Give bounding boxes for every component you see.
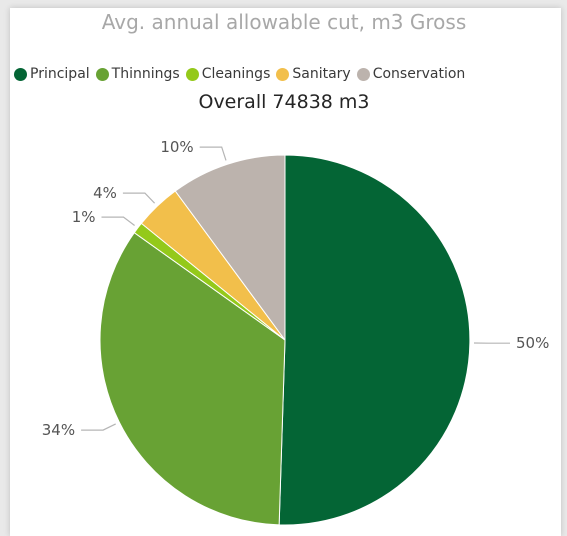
legend-item-conservation[interactable]: Conservation [356, 66, 466, 82]
legend-dot-conservation [356, 67, 370, 81]
legend-label-thinnings: Thinnings [111, 66, 180, 82]
data-label-cleanings: 1% [72, 208, 96, 226]
legend-dot-principal [14, 67, 27, 81]
leader-line-cleanings [101, 216, 135, 226]
legend-item-thinnings[interactable]: Thinnings [95, 66, 180, 82]
legend-label-sanitary: Sanitary [292, 66, 351, 82]
pie-leader-lines [81, 146, 510, 431]
pie-slice-conservation[interactable] [174, 154, 286, 342]
pie-slice-thinnings[interactable] [99, 231, 286, 526]
chart-title: Avg. annual allowable cut, m3 Gross [101, 10, 467, 34]
legend: Principal Thinnings Cleanings Sanitary C… [14, 66, 471, 82]
data-label-conservation: 10% [160, 138, 193, 156]
data-label-thinnings: 34% [42, 421, 75, 439]
data-label-sanitary: 4% [93, 184, 117, 202]
legend-label-conservation: Conservation [372, 66, 466, 82]
pie-slices [99, 154, 471, 526]
legend-dot-cleanings [185, 67, 199, 81]
leader-line-sanitary [122, 192, 156, 204]
legend-dot-sanitary [276, 67, 290, 81]
legend-dot-thinnings [95, 67, 109, 81]
leader-line-thinnings [81, 423, 116, 431]
pie-slice-principal[interactable] [278, 154, 471, 526]
legend-item-sanitary[interactable]: Sanitary [276, 66, 351, 82]
legend-label-cleanings: Cleanings [201, 66, 271, 82]
legend-item-cleanings[interactable]: Cleanings [185, 66, 271, 82]
legend-item-principal[interactable]: Principal [14, 66, 90, 82]
pie-data-labels: 50% 34% 1% 4% 10% [42, 138, 550, 439]
chart-subtitle: Overall 74838 m3 [198, 91, 370, 113]
leader-line-conservation [199, 146, 227, 161]
legend-label-principal: Principal [30, 66, 90, 82]
data-label-principal: 50% [516, 334, 549, 352]
